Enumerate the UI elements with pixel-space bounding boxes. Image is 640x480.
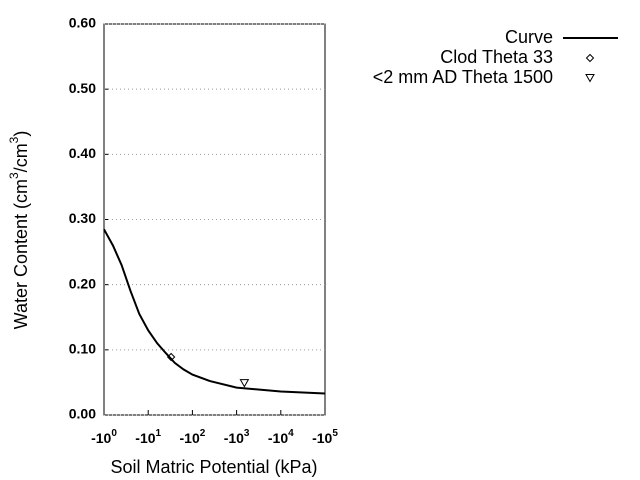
- x-tick-label: -101: [135, 428, 161, 446]
- data-point: [166, 352, 176, 362]
- y-tick-label: 0.20: [69, 275, 96, 291]
- x-tick-exp: 1: [156, 428, 162, 439]
- data-point: [239, 379, 250, 388]
- x-tick-exp: 2: [200, 428, 206, 439]
- x-tick-base: -10: [224, 430, 244, 446]
- legend-label: Curve: [505, 27, 553, 47]
- y-tick-label: 0.30: [69, 210, 96, 226]
- legend-marker: [585, 53, 595, 63]
- legend-label: Clod Theta 33: [440, 47, 553, 67]
- x-tick-base: -10: [268, 430, 288, 446]
- y-axis-label-part: Water Content (cm: [11, 179, 31, 329]
- x-axis-label: Soil Matric Potential (kPa): [110, 457, 317, 477]
- x-tick-label: -102: [180, 428, 206, 446]
- y-tick-label: 0.00: [69, 406, 96, 422]
- x-tick-exp: 4: [288, 428, 294, 439]
- x-tick-label: -103: [224, 428, 250, 446]
- y-axis-label-part: 3: [7, 172, 21, 179]
- x-tick-exp: 3: [244, 428, 250, 439]
- y-axis-label-part: 3: [7, 136, 21, 143]
- legend-marker: [585, 74, 595, 83]
- curve: [103, 228, 326, 395]
- x-tick-base: -10: [91, 430, 111, 446]
- y-axis-label-part: /cm: [11, 143, 31, 172]
- x-tick-base: -10: [312, 430, 332, 446]
- y-tick-label: 0.50: [69, 80, 96, 96]
- x-tick-base: -10: [180, 430, 200, 446]
- x-tick-exp: 0: [111, 428, 117, 439]
- x-tick-label: -105: [312, 428, 338, 446]
- legend-label: <2 mm AD Theta 1500: [373, 67, 553, 87]
- y-axis-label: Water Content (cm3/cm3): [7, 131, 31, 330]
- x-tick-exp: 5: [332, 428, 338, 439]
- y-tick-label: 0.40: [69, 145, 96, 161]
- y-axis-label-part: ): [11, 131, 31, 137]
- x-tick-base: -10: [135, 430, 155, 446]
- y-tick-label: 0.60: [69, 15, 96, 31]
- y-tick-label: 0.10: [69, 341, 96, 357]
- x-tick-label: -100: [91, 428, 117, 446]
- x-tick-label: -104: [268, 428, 294, 446]
- plot-frame: [103, 23, 326, 416]
